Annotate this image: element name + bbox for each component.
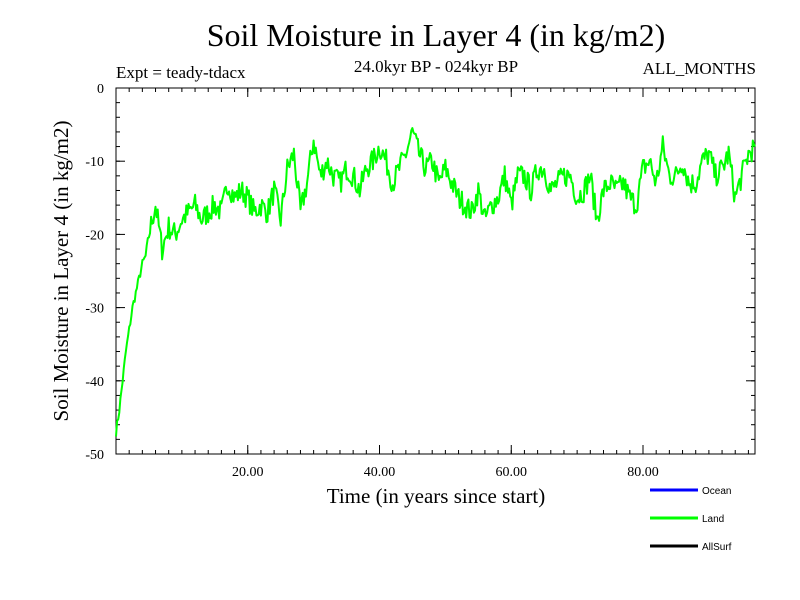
axis-tick-labels: -50 -40 -30 -20 -10 0 20.00 40.00 60.00 80.00 [85,82,658,480]
series-line-land [115,127,756,437]
legend: Ocean Land AllSurf [650,486,732,553]
x-tick-label: 40.00 [364,465,396,480]
chart-subtitle: 24.0kyr BP - 024kyr BP [354,57,518,76]
legend-label-allsurf: AllSurf [702,542,732,553]
axis-ticks [116,87,755,455]
y-tick-label: -20 [85,228,104,243]
plot-area [115,87,756,455]
x-axis-label: Time (in years since start) [327,484,546,508]
x-tick-label: 60.00 [496,465,528,480]
x-tick-label: 20.00 [232,465,264,480]
chart-title: Soil Moisture in Layer 4 (in kg/m2) [207,17,666,53]
x-tick-label: 80.00 [627,465,659,480]
y-tick-label: 0 [97,82,104,97]
y-tick-label: -40 [85,375,104,390]
experiment-label: Expt = teady-tdacx [116,63,246,82]
y-tick-label: -50 [85,448,104,463]
y-tick-label: -10 [85,155,104,170]
legend-label-land: Land [702,514,724,525]
y-axis-label: Soil Moisture in Layer 4 (in kg/m2) [49,121,73,422]
legend-label-ocean: Ocean [702,486,731,497]
series-layer [115,127,756,437]
y-tick-label: -30 [85,302,104,317]
season-label: ALL_MONTHS [643,59,756,78]
